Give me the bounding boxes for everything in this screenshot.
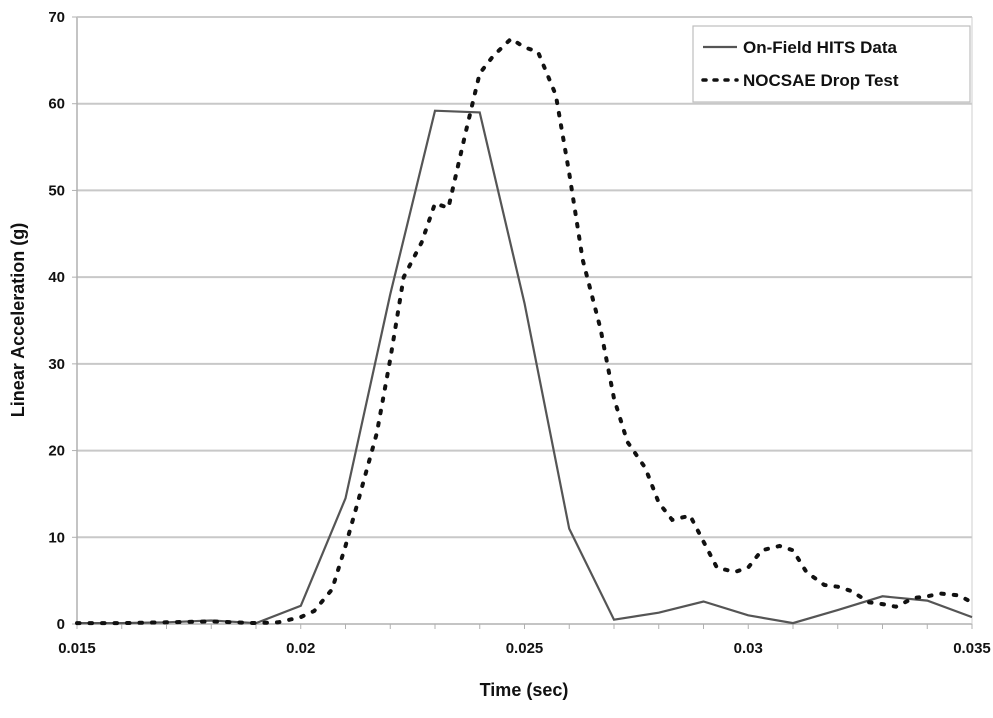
x-axis-title: Time (sec) [480,680,569,700]
x-tick-label: 0.03 [734,640,763,657]
y-tick-label: 0 [57,616,65,633]
legend-label-hits: On-Field HITS Data [743,38,898,57]
series-nocsae-line [75,36,974,626]
x-tick-label: 0.02 [286,640,315,657]
legend-label-nocsae: NOCSAE Drop Test [743,71,899,90]
x-tick-label: 0.015 [58,640,96,657]
series-group [75,36,974,626]
y-tick-label: 50 [48,182,65,199]
y-tick-label: 40 [48,269,65,286]
x-tick-label: 0.025 [506,640,544,657]
y-axis-ticks: 0 10 20 30 40 50 60 70 [48,9,77,633]
y-tick-label: 10 [48,529,65,546]
y-axis-title: Linear Acceleration (g) [8,223,28,417]
legend: On-Field HITS Data NOCSAE Drop Test [692,25,971,103]
x-tick-label: 0.035 [953,640,991,657]
y-tick-label: 70 [48,9,65,26]
legend-box [692,25,971,103]
x-axis-ticks: 0.015 0.02 0.025 0.03 0.035 [58,624,991,657]
y-tick-label: 60 [48,96,65,113]
y-tick-label: 20 [48,443,65,460]
series-hits-line [77,109,973,625]
y-tick-label: 30 [48,356,65,373]
axes [76,16,973,625]
